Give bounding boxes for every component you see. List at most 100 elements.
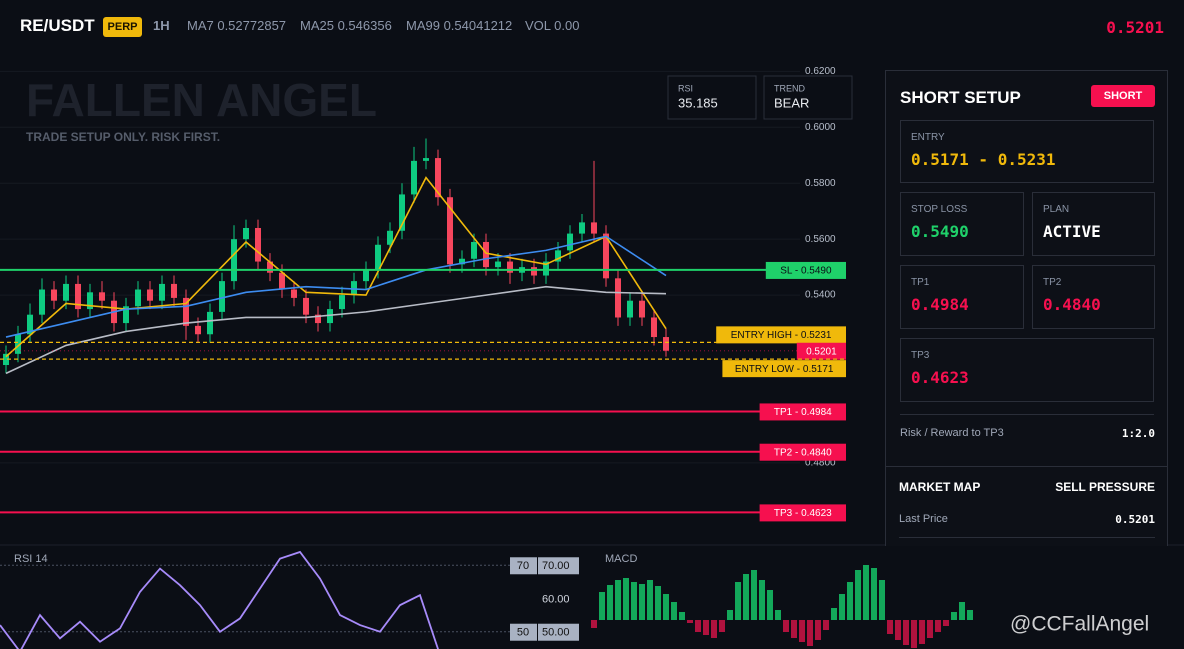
macd-bar: [783, 620, 789, 632]
tick-box: [538, 623, 579, 641]
candle-body: [327, 309, 333, 324]
ma-line: [5, 285, 667, 375]
macd-bar: [847, 582, 853, 620]
level-tag: [765, 261, 846, 279]
macd-bar: [735, 582, 741, 620]
macd-bar: [951, 612, 957, 620]
y-tick-label: 0.6200: [805, 66, 836, 77]
market-map-title: MARKET MAP: [899, 480, 981, 494]
stat-value: 35.185: [678, 95, 718, 110]
macd-bar: [823, 620, 829, 630]
macd-bar: [911, 620, 917, 648]
setup-card: TP2 0.4840: [1032, 265, 1155, 329]
candle-body: [483, 241, 489, 268]
card-value: 0.5171 - 0.5231: [911, 150, 1056, 169]
setup-card: STOP LOSS 0.5490: [900, 192, 1024, 256]
macd-bar: [607, 585, 613, 620]
candle-body: [303, 297, 309, 315]
setup-card: TP1 0.4984: [900, 265, 1024, 329]
macd-bar: [815, 620, 821, 640]
symbol: RE/USDT: [20, 16, 95, 35]
y-tick-label: 0.5800: [805, 178, 836, 189]
y-tick-label: 50.00: [542, 627, 570, 639]
macd-bar: [807, 620, 813, 646]
interval[interactable]: 1H: [153, 18, 170, 33]
rsi-line: [0, 550, 439, 649]
macd-bar: [743, 574, 749, 620]
level-tag-label: SL - 0.5490: [780, 266, 832, 277]
candle-body: [543, 261, 549, 276]
level-tag: [759, 403, 846, 421]
rsi-pane: 70.00 60.00 50.00 70 50: [0, 550, 579, 649]
candle-body: [123, 306, 129, 324]
macd-bar: [943, 620, 949, 626]
level-tag: [722, 360, 846, 378]
rr-value: 1:2.0: [1121, 427, 1155, 440]
macd-bar: [639, 584, 645, 620]
macd-bar: [703, 620, 709, 635]
card-value: 0.4623: [911, 368, 969, 387]
ma99: MA99 0.54041212: [406, 18, 513, 33]
level-tag-label: TP1 - 0.4984: [774, 407, 832, 418]
row-label: Last Price: [899, 513, 948, 525]
y-tick-label: 0.4800: [805, 458, 836, 469]
setup-card: TP3 0.4623: [900, 338, 1154, 402]
level-tag-label: 50: [517, 627, 529, 639]
candle-body: [363, 269, 369, 282]
macd-bar: [799, 620, 805, 642]
candle-body: [243, 227, 249, 240]
macd-title: MACD: [605, 553, 637, 565]
macd-bar: [759, 580, 765, 620]
macd-bar: [935, 620, 941, 632]
candle-body: [183, 297, 189, 326]
macd-bar: [871, 568, 877, 620]
macd-bar: [671, 602, 677, 620]
price-axis: 0.6200 0.6000 0.5800 0.5600 0.5400 0.4800: [805, 66, 836, 469]
candle-body: [579, 222, 585, 234]
candle-body: [135, 289, 141, 307]
rsi-box: [667, 75, 757, 120]
candle-body: [387, 230, 393, 245]
macd-bar: [879, 580, 885, 620]
level-tag: [716, 326, 846, 344]
ma25: MA25 0.546356: [300, 18, 392, 33]
market-map: MARKET MAP SELL PRESSURE Last Price 0.52…: [885, 466, 1168, 546]
candle-body: [459, 258, 465, 265]
y-tick-label: 0.6000: [805, 122, 836, 133]
macd-bar: [919, 620, 925, 644]
divider: [900, 414, 1154, 415]
tick-box: [538, 557, 579, 575]
setup-card: PLAN ACTIVE: [1032, 192, 1155, 256]
card-label: TP3: [911, 350, 930, 361]
candle-body: [231, 239, 237, 282]
candle-body: [51, 289, 57, 301]
candle-body: [447, 197, 453, 265]
card-label: TP1: [911, 277, 930, 288]
candle-body: [495, 261, 501, 268]
candle-body: [315, 314, 321, 324]
candle-body: [39, 289, 45, 315]
level-tag: [796, 342, 846, 360]
macd-bar: [903, 620, 909, 645]
macd-bar: [599, 592, 605, 620]
candle-body: [219, 281, 225, 312]
card-value: 0.5490: [911, 222, 969, 241]
macd-bar: [855, 570, 861, 620]
candle-body: [75, 283, 81, 310]
level-tag: [510, 557, 537, 575]
candle-body: [147, 289, 153, 301]
macd-bar: [655, 586, 661, 620]
level-tag: [759, 443, 846, 461]
card-label: ENTRY: [911, 132, 945, 143]
candle-body: [651, 317, 657, 338]
levels: SL - 0.5490 ENTRY HIGH - 0.5231 0.5201 ENTR…: [0, 261, 846, 522]
level-tag: [759, 504, 846, 522]
candle-body: [615, 278, 621, 318]
level-tag-label: ENTRY HIGH - 0.5231: [731, 330, 832, 341]
macd-bar: [679, 612, 685, 620]
macd-bar: [623, 578, 629, 620]
last-price: 0.5201: [1106, 18, 1164, 37]
rr-label: Risk / Reward to TP3: [900, 427, 1004, 439]
level-tag-label: ENTRY LOW - 0.5171: [735, 364, 834, 375]
candle-body: [591, 222, 597, 234]
